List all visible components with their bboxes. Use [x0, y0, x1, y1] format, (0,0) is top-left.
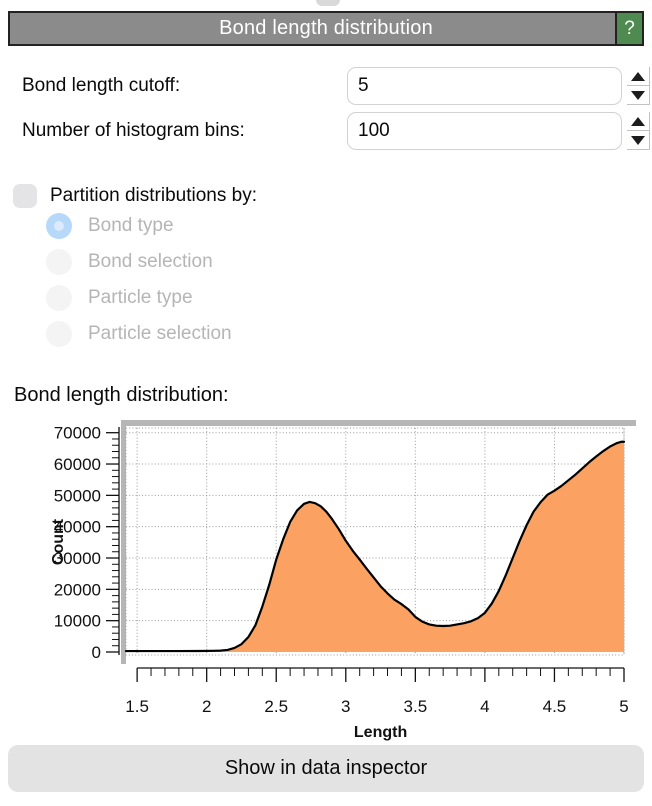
cutoff-input[interactable]	[347, 67, 622, 105]
radio-bond-type-label: Bond type	[88, 215, 174, 236]
svg-text:5: 5	[619, 697, 628, 716]
y-axis: 0 10000 20000 30000 40000 50000 60000 70000	[54, 424, 120, 662]
radio-particle-type	[46, 285, 72, 311]
cutoff-spinner	[627, 67, 650, 105]
radio-particle-selection	[46, 321, 72, 347]
svg-text:3.5: 3.5	[404, 697, 428, 716]
radio-bond-selection	[46, 249, 72, 275]
help-icon: ?	[624, 17, 635, 39]
svg-text:20000: 20000	[54, 580, 101, 599]
bins-label: Number of histogram bins:	[22, 120, 245, 141]
up-arrow-icon	[631, 116, 645, 126]
x-axis: 1.5 2 2.5 3 3.5 4 4.5 5	[125, 667, 629, 716]
radio-particle-selection-label: Particle selection	[88, 323, 232, 344]
bins-spinner-down[interactable]	[627, 131, 650, 150]
bins-input[interactable]	[347, 112, 622, 150]
svg-text:4: 4	[480, 697, 489, 716]
histogram-area-series	[124, 440, 626, 653]
scroll-handle	[316, 0, 340, 6]
bins-spinner	[627, 112, 650, 150]
bond-length-histogram-chart: 0 10000 20000 30000 40000 50000 60000 70000 1.5…	[50, 420, 636, 741]
plot-heading: Bond length distribution:	[14, 384, 229, 406]
radio-bond-selection-label: Bond selection	[88, 251, 213, 272]
svg-text:Count: Count	[50, 518, 67, 565]
down-arrow-icon	[631, 135, 645, 145]
svg-text:40000: 40000	[54, 518, 101, 537]
svg-text:1.5: 1.5	[125, 697, 149, 716]
svg-text:3: 3	[341, 697, 350, 716]
bins-spinner-up[interactable]	[627, 112, 650, 131]
radio-bond-type	[46, 213, 72, 239]
svg-text:4.5: 4.5	[543, 697, 567, 716]
partition-checkbox[interactable]	[13, 184, 37, 208]
cutoff-spinner-up[interactable]	[627, 67, 650, 86]
svg-text:50000: 50000	[54, 486, 101, 505]
cutoff-label: Bond length cutoff:	[22, 75, 181, 96]
show-in-data-inspector-button[interactable]: Show in data inspector	[8, 745, 644, 792]
svg-text:70000: 70000	[54, 424, 101, 443]
up-arrow-icon	[631, 71, 645, 81]
cutoff-spinner-down[interactable]	[627, 86, 650, 105]
svg-text:30000: 30000	[54, 549, 101, 568]
svg-text:0: 0	[92, 643, 101, 662]
modifier-title: Bond length distribution	[219, 17, 433, 39]
partition-checkbox-label: Partition distributions by:	[50, 185, 257, 206]
svg-text:10000: 10000	[54, 612, 101, 631]
svg-text:Length: Length	[354, 724, 407, 741]
radio-particle-type-label: Particle type	[88, 287, 193, 308]
axis-titles: Count Length	[50, 518, 407, 741]
svg-text:60000: 60000	[54, 455, 101, 474]
svg-text:2: 2	[202, 697, 211, 716]
down-arrow-icon	[631, 90, 645, 100]
modifier-title-bar: Bond length distribution ?	[8, 11, 644, 46]
help-button[interactable]: ?	[615, 13, 642, 44]
svg-text:2.5: 2.5	[264, 697, 288, 716]
